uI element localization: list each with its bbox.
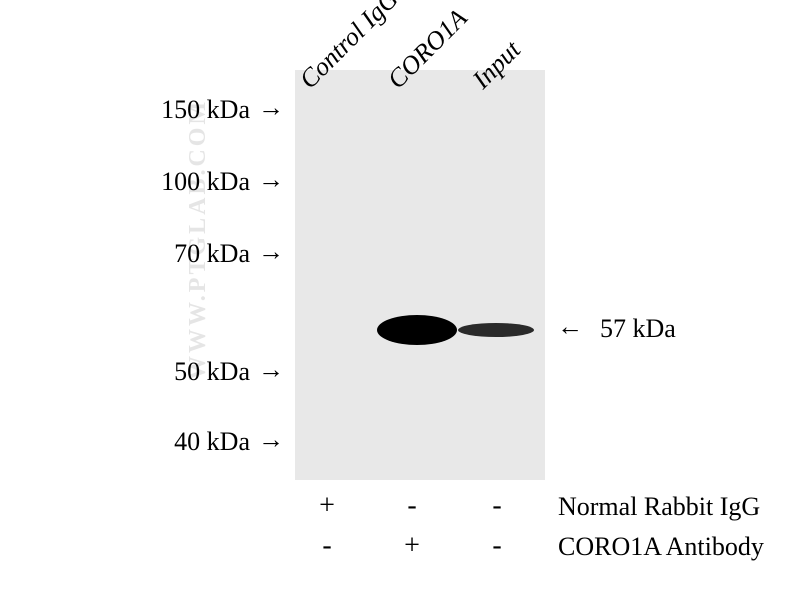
blot-container: WWW.PTGLAB.COM Control IgG CORO1A Input …	[0, 0, 800, 600]
row1-lane1: +	[312, 490, 342, 522]
marker-arrow-100: →	[258, 165, 284, 195]
marker-arrow-40: →	[258, 425, 284, 455]
marker-40kda: 40 kDa	[130, 427, 250, 457]
row2-lane1: -	[312, 530, 342, 562]
row1-label: Normal Rabbit IgG	[558, 492, 760, 522]
band-main	[375, 312, 460, 348]
band-input	[458, 320, 540, 340]
marker-150kda: 150 kDa	[130, 95, 250, 125]
row1-lane2: -	[397, 490, 427, 522]
blot-membrane	[295, 70, 545, 480]
marker-70kda: 70 kDa	[130, 239, 250, 269]
marker-arrow-150: →	[258, 93, 284, 123]
marker-50kda: 50 kDa	[130, 357, 250, 387]
marker-100kda: 100 kDa	[130, 167, 250, 197]
row2-label: CORO1A Antibody	[558, 532, 764, 562]
marker-arrow-70: →	[258, 237, 284, 267]
row2-lane2: +	[397, 530, 427, 562]
target-band-arrow: ←	[557, 312, 583, 342]
row2-lane3: -	[482, 530, 512, 562]
target-band-label: 57 kDa	[600, 314, 676, 344]
row1-lane3: -	[482, 490, 512, 522]
marker-arrow-50: →	[258, 355, 284, 385]
